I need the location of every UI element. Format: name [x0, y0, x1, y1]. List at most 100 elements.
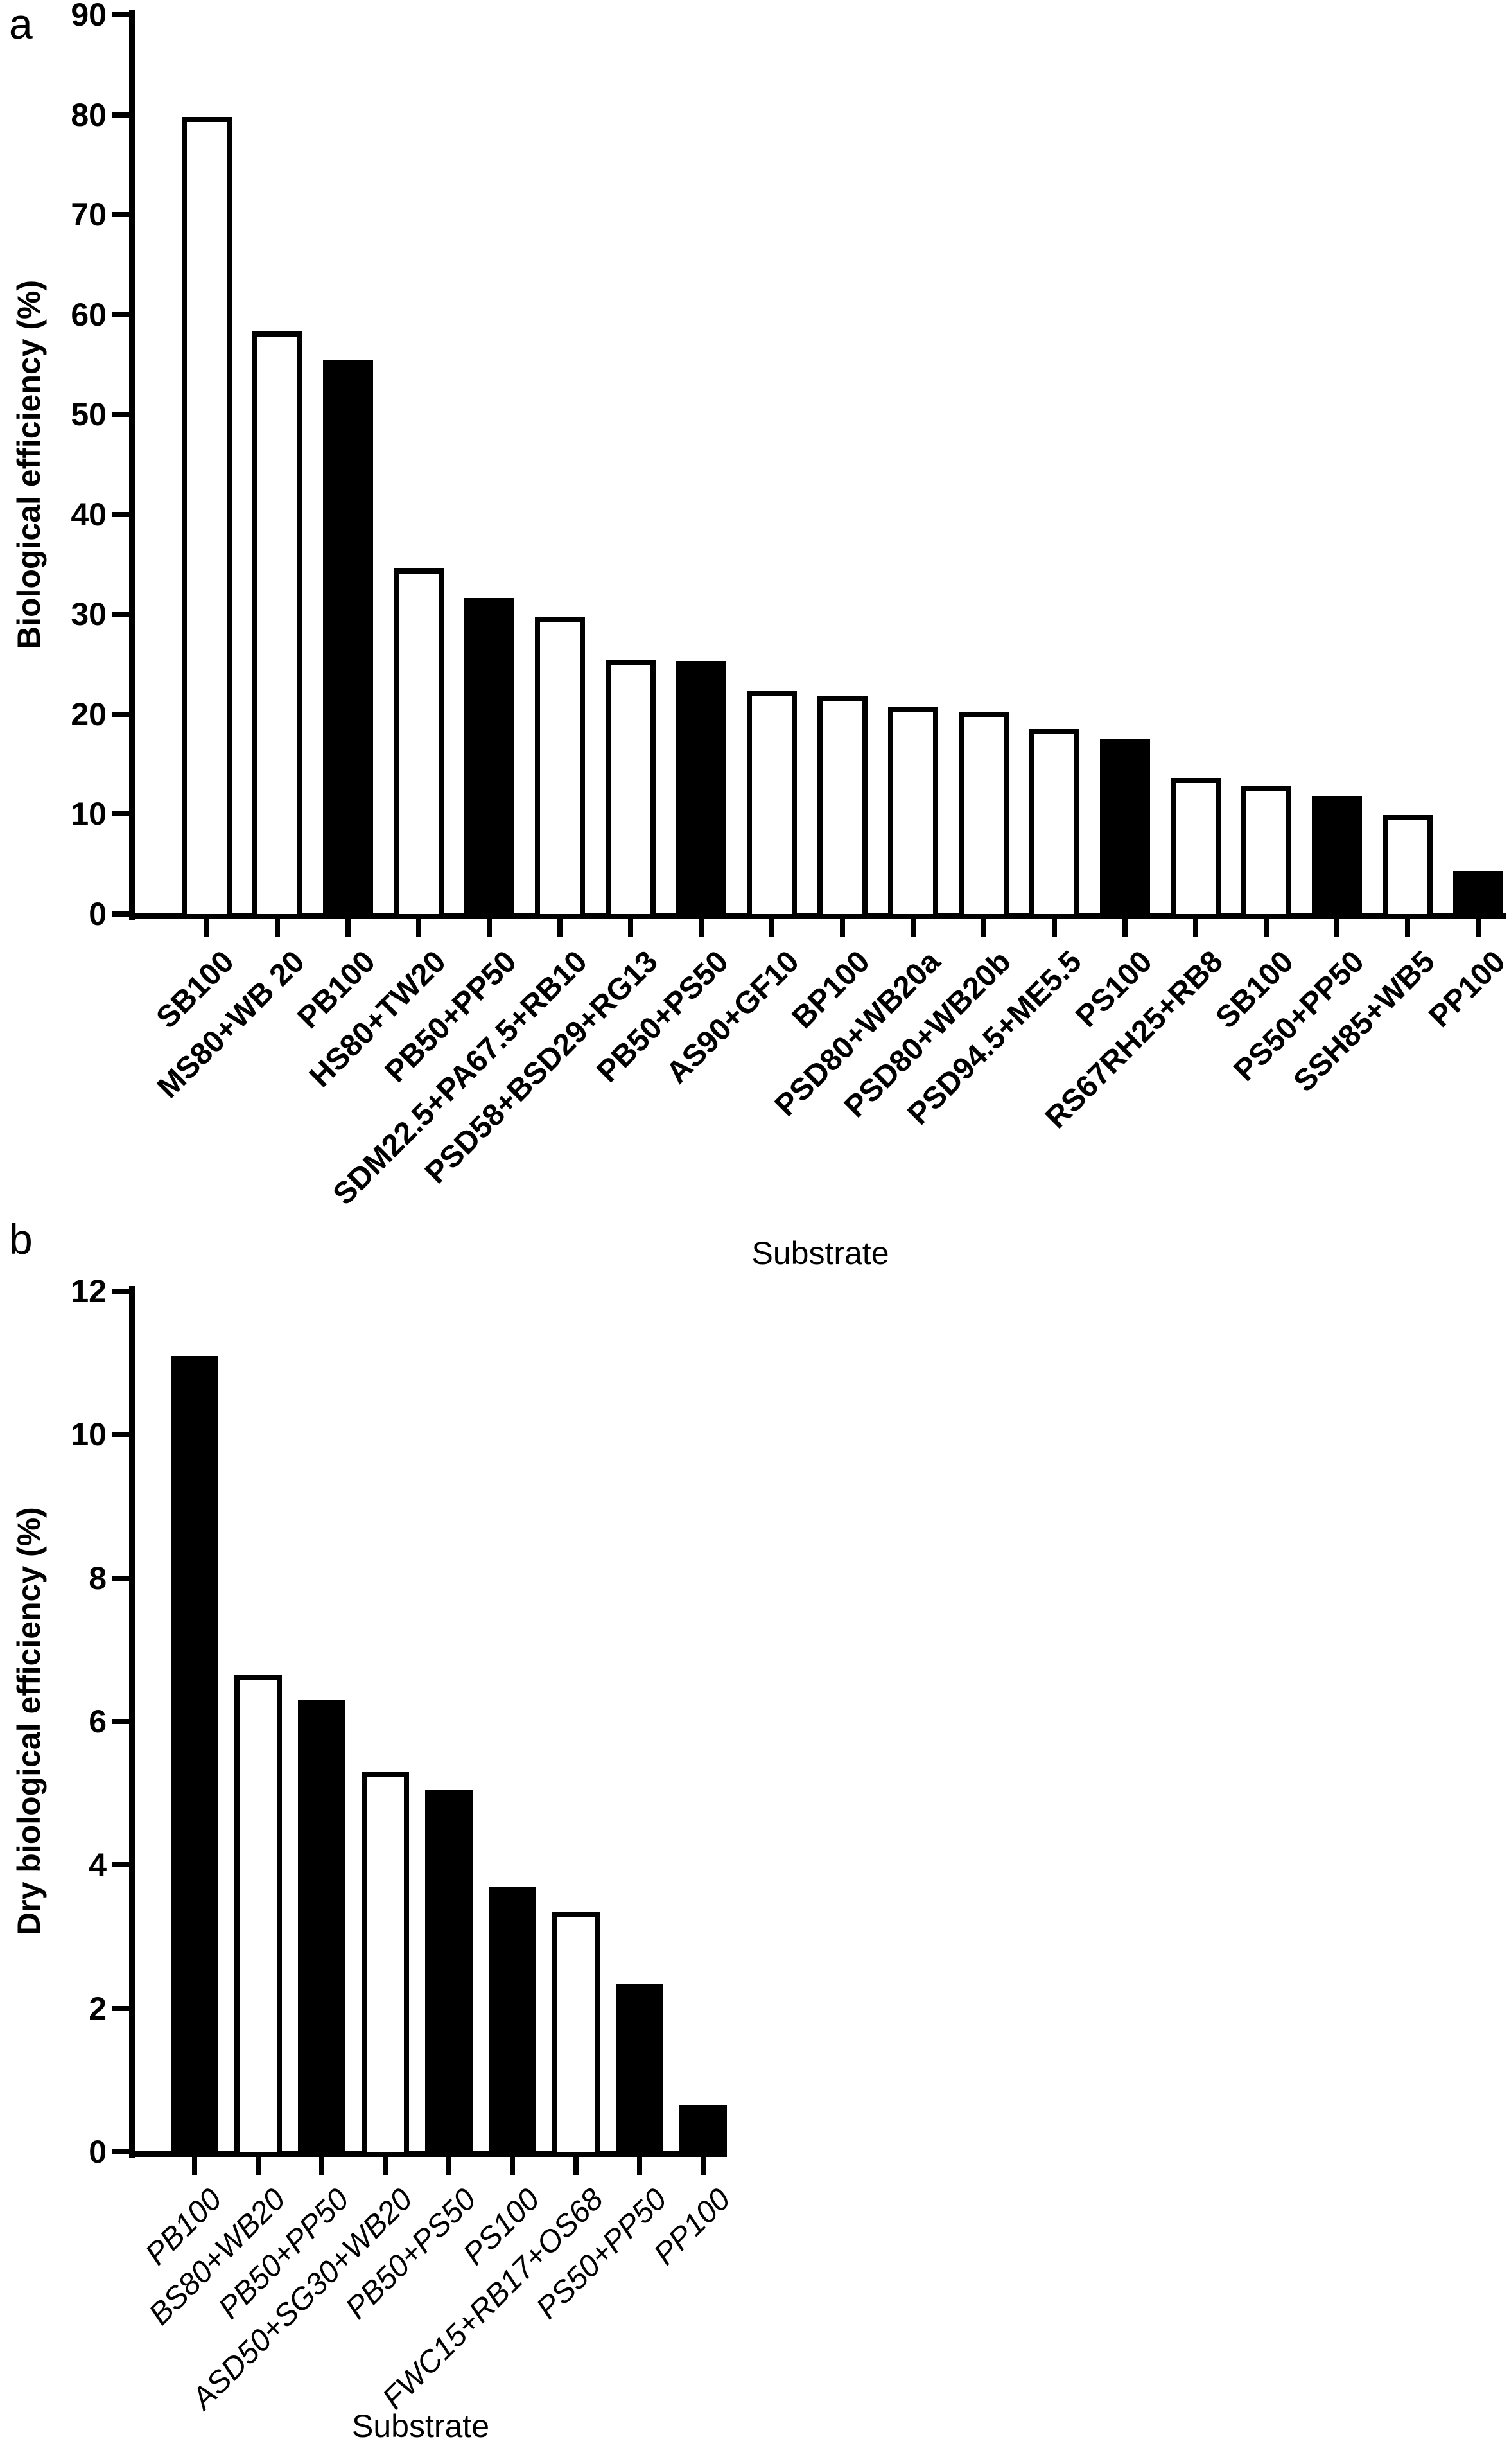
- x-tick-mark: [1476, 919, 1481, 937]
- x-category-label: PB50+PP50: [212, 2182, 356, 2326]
- x-category-label: PP100: [1422, 944, 1509, 1034]
- x-category-label: SB100: [1209, 944, 1300, 1035]
- x-category-label: PS50+PP50: [1227, 944, 1371, 1088]
- panel-a-letter: a: [9, 0, 33, 48]
- bar: [817, 696, 868, 919]
- x-tick-mark: [628, 919, 633, 937]
- x-tick-mark: [769, 919, 774, 937]
- y-tick-mark: [112, 312, 129, 317]
- y-tick-mark: [112, 1289, 129, 1294]
- y-tick-mark: [112, 2005, 129, 2011]
- y-axis-line: [129, 1286, 135, 2158]
- x-tick-mark: [1193, 919, 1198, 937]
- y-tick-mark: [112, 511, 129, 517]
- x-tick-mark: [1052, 919, 1057, 937]
- x-tick-mark: [981, 919, 986, 937]
- x-tick-mark: [699, 919, 704, 937]
- x-tick-mark: [637, 2157, 642, 2175]
- x-category-label: PSD58+BSD29+RG13: [419, 944, 665, 1191]
- x-tick-mark: [256, 2157, 261, 2175]
- panel-b-y-axis-title: Dry biological efficiency (%): [11, 1507, 47, 1936]
- x-tick-mark: [446, 2157, 451, 2175]
- x-tick-mark: [275, 919, 280, 937]
- y-tick-mark: [112, 811, 129, 817]
- x-category-label: SSH85+WB5: [1287, 944, 1442, 1099]
- bar: [171, 1355, 218, 2157]
- x-category-label: PS100: [1069, 944, 1159, 1034]
- bar: [535, 617, 585, 919]
- y-tick-mark: [112, 2149, 129, 2154]
- bar: [1383, 815, 1433, 919]
- x-category-label: HS80+TW20: [303, 944, 453, 1095]
- panel-b-letter: b: [9, 1215, 33, 1263]
- x-tick-mark: [383, 2157, 388, 2175]
- x-tick-mark: [416, 919, 421, 937]
- y-tick-mark: [112, 112, 129, 118]
- bar: [1241, 786, 1291, 919]
- bar: [888, 707, 938, 919]
- bar: [425, 1790, 473, 2157]
- bar: [489, 1886, 536, 2157]
- x-tick-mark: [911, 919, 916, 937]
- bar: [464, 598, 514, 919]
- y-tick-mark: [112, 612, 129, 617]
- x-tick-mark: [1264, 919, 1269, 937]
- x-tick-mark: [840, 919, 845, 937]
- y-tick-mark: [112, 911, 129, 917]
- bar: [1171, 778, 1221, 919]
- x-category-label: SDM22.5+PA67.5+RB10: [326, 944, 594, 1212]
- x-tick-mark: [204, 919, 209, 937]
- y-tick-mark: [112, 711, 129, 717]
- bar: [959, 712, 1009, 919]
- x-category-label: PS50+PP50: [530, 2182, 674, 2326]
- y-tick-mark: [112, 1575, 129, 1581]
- x-tick-mark: [510, 2157, 515, 2175]
- y-tick-mark: [112, 1719, 129, 1724]
- x-category-label: BP100: [785, 944, 877, 1035]
- panel-b-x-axis-title: Substrate: [351, 2408, 489, 2444]
- x-category-label: PB100: [291, 944, 382, 1035]
- x-category-label: PB50+PS50: [590, 944, 735, 1089]
- y-tick-mark: [112, 412, 129, 418]
- x-tick-mark: [1122, 919, 1128, 937]
- x-category-label: ASD50+SG30+WB20: [185, 2182, 419, 2416]
- x-category-label: RS67RH25+RB8: [1038, 944, 1230, 1136]
- x-tick-mark: [557, 919, 563, 937]
- x-category-label: AS90+GF10: [659, 944, 806, 1091]
- x-tick-mark: [1334, 919, 1339, 937]
- x-category-label: PB100: [139, 2182, 229, 2272]
- x-category-label: PSD80+WB20a: [768, 944, 947, 1123]
- x-category-label: PB50+PP50: [378, 944, 523, 1089]
- y-tick-mark: [112, 1862, 129, 1868]
- panel-a-x-axis-title: Substrate: [751, 1235, 889, 1271]
- x-tick-mark: [192, 2157, 197, 2175]
- y-tick-mark: [112, 212, 129, 218]
- bar: [182, 116, 232, 919]
- bar: [252, 331, 302, 919]
- x-category-label: PP100: [647, 2182, 737, 2272]
- x-category-label: MS80+WB 20: [151, 944, 311, 1105]
- x-tick-mark: [1405, 919, 1410, 937]
- y-tick-mark: [112, 12, 129, 17]
- x-tick-mark: [345, 919, 351, 937]
- bar: [616, 1983, 663, 2157]
- x-category-label: PSD94.5+ME5.5: [901, 944, 1088, 1132]
- bar: [676, 661, 726, 919]
- x-category-label: BS80+WB20: [143, 2182, 292, 2332]
- bar: [606, 660, 656, 919]
- bar: [234, 1675, 282, 2157]
- bar: [1029, 729, 1079, 919]
- bar: [362, 1772, 409, 2157]
- x-tick-mark: [319, 2157, 324, 2175]
- bar: [323, 360, 373, 919]
- x-category-label: FWC15+RB17+OS68: [376, 2182, 610, 2416]
- bar: [394, 568, 444, 919]
- bar: [1312, 796, 1362, 919]
- x-category-label: PSD80+WB20b: [837, 944, 1018, 1125]
- bar: [747, 690, 797, 919]
- bar: [1453, 871, 1503, 919]
- x-category-label: PS100: [457, 2182, 546, 2272]
